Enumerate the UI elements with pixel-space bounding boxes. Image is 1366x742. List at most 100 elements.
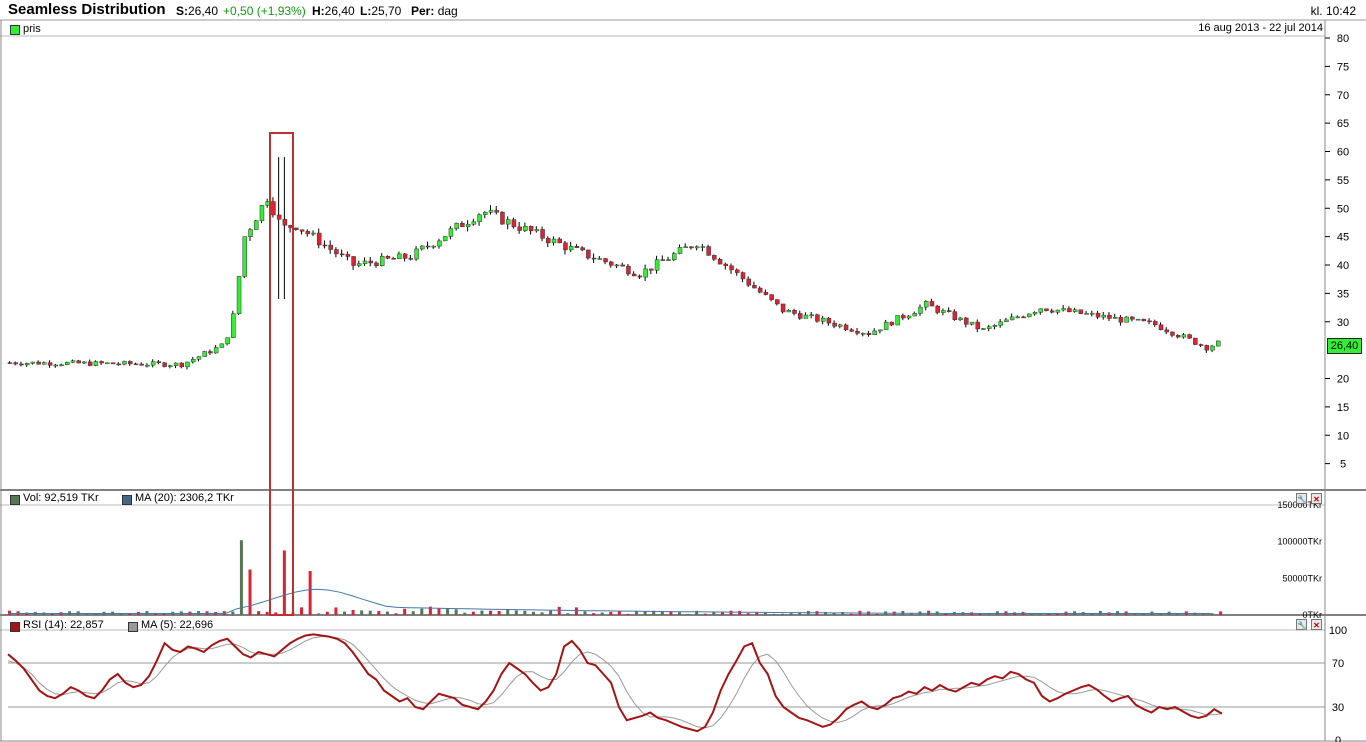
price-tick-label: 45 xyxy=(1337,232,1349,244)
candle-body xyxy=(580,247,585,251)
volume-bar xyxy=(1090,613,1094,615)
candle-body xyxy=(36,361,41,365)
candle-body xyxy=(225,337,230,345)
low-price-value: 25,70 xyxy=(371,4,402,18)
rsi-close-button[interactable]: ✕ xyxy=(1311,619,1322,630)
volume-legend-swatch xyxy=(10,495,20,505)
candle-body xyxy=(832,322,837,327)
candle-body xyxy=(1153,321,1158,326)
price-tick-label: 80 xyxy=(1337,33,1349,45)
volume-bar xyxy=(824,611,828,615)
candle-body xyxy=(1015,316,1021,319)
volume-bar xyxy=(531,611,535,615)
candle-body xyxy=(883,321,889,331)
candle-body xyxy=(998,321,1003,326)
candle-body xyxy=(1107,314,1112,319)
candle-body xyxy=(236,276,242,314)
rsi-legend-label: RSI (14): 22,857 xyxy=(23,619,104,631)
rsi-settings-button[interactable]: 🔧 xyxy=(1296,619,1307,630)
candle-body xyxy=(368,260,374,264)
volume-bar xyxy=(428,606,432,615)
volume-bar xyxy=(1038,613,1042,615)
candle-body xyxy=(122,361,127,365)
volume-bar xyxy=(523,610,527,615)
candle-body xyxy=(414,248,419,260)
candle-body xyxy=(7,362,13,364)
volume-bar xyxy=(677,612,681,615)
volume-bar xyxy=(463,612,467,615)
price-tick-label: 15 xyxy=(1337,402,1349,414)
rsi-ma-legend-swatch xyxy=(128,622,138,632)
candle-body xyxy=(1193,337,1198,345)
candle-body xyxy=(797,313,803,319)
price-tick-label: 20 xyxy=(1337,374,1349,386)
low-price-label: L: xyxy=(360,4,372,18)
candle-body xyxy=(156,361,162,364)
volume-bar xyxy=(1201,613,1205,615)
high-price-value: 26,40 xyxy=(324,4,355,18)
volume-bar xyxy=(257,611,261,615)
volume-bar xyxy=(849,613,853,615)
volume-bar xyxy=(300,607,304,615)
candle-body xyxy=(826,317,832,324)
volume-bar xyxy=(652,610,656,615)
rsi-legend-swatch xyxy=(10,622,20,632)
candle-body xyxy=(65,362,70,365)
volume-close-button[interactable]: ✕ xyxy=(1311,493,1322,504)
candle-body xyxy=(511,219,517,228)
candle-body xyxy=(1061,308,1066,311)
candle-body xyxy=(820,317,826,322)
candle-body xyxy=(276,214,282,220)
volume-settings-button[interactable]: 🔧 xyxy=(1296,493,1307,504)
candle-body xyxy=(1170,331,1175,336)
volume-bar xyxy=(944,613,948,615)
last-price-value: 26,40 xyxy=(188,4,219,18)
volume-legend-label: Vol: 92,519 TKr xyxy=(23,492,99,504)
candle-body xyxy=(299,229,305,232)
high-price-label: H: xyxy=(312,4,325,18)
candle-body xyxy=(901,315,906,319)
rsi-ma-legend-label: MA (5): 22,696 xyxy=(141,619,214,631)
chart-header: Seamless Distribution S:26,40 +0,50 (+1,… xyxy=(0,0,1366,20)
volume-bar xyxy=(8,610,11,615)
candle-body xyxy=(551,238,557,244)
volume-bar xyxy=(1098,610,1102,615)
price-tick-label: 60 xyxy=(1337,147,1349,159)
candle-body xyxy=(374,262,379,266)
candle-body xyxy=(786,310,792,313)
volume-bar xyxy=(643,611,647,615)
volume-bar xyxy=(987,613,991,615)
candle-body xyxy=(694,246,700,249)
volume-bar xyxy=(377,611,381,615)
candle-body xyxy=(631,273,637,277)
candle-body xyxy=(895,315,900,326)
rsi-ma-line xyxy=(7,636,1223,729)
last-price-label: S: xyxy=(176,4,188,18)
candle-body xyxy=(981,328,986,330)
volume-bar xyxy=(720,611,724,615)
candle-body xyxy=(855,330,860,334)
candle-body xyxy=(420,245,425,250)
clock: kl. 10:42 xyxy=(1310,4,1356,18)
candle-body xyxy=(1181,334,1187,338)
candle-body xyxy=(872,330,877,336)
candle-body xyxy=(964,317,969,325)
candle-body xyxy=(231,313,236,338)
instrument-title: Seamless Distribution xyxy=(8,1,166,18)
highlight-box xyxy=(269,132,294,616)
candle-body xyxy=(488,210,494,213)
candle-body xyxy=(546,238,551,244)
candle-body xyxy=(878,329,883,332)
volume-bar xyxy=(394,613,398,615)
candle-body xyxy=(614,264,620,267)
candle-body xyxy=(672,253,677,260)
candle-body xyxy=(431,245,437,248)
candle-body xyxy=(437,240,442,247)
candle-body xyxy=(1027,313,1032,318)
candle-body xyxy=(723,263,729,267)
volume-bar xyxy=(1159,613,1163,615)
candle-body xyxy=(815,314,820,322)
candle-body xyxy=(735,269,740,273)
candle-body xyxy=(294,227,299,230)
volume-bar xyxy=(695,610,699,615)
